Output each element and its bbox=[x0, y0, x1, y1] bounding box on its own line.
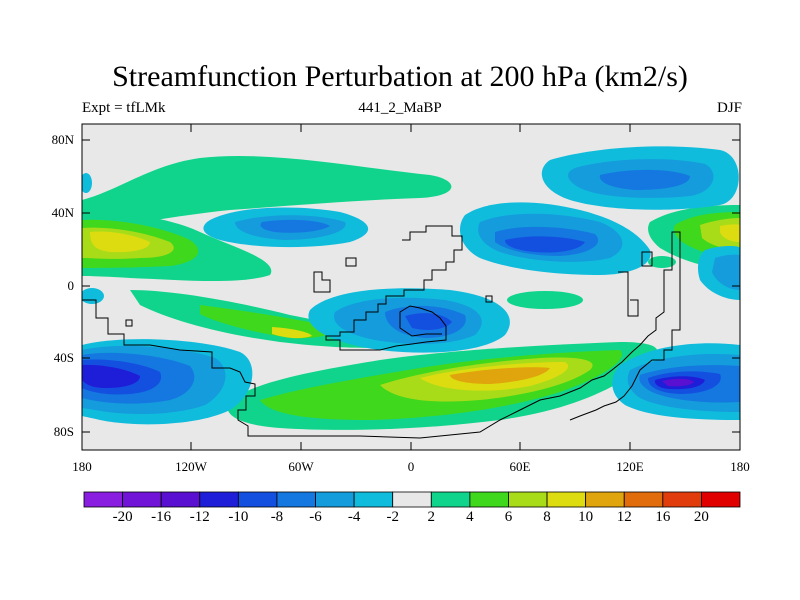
contour-positive-subtropic-west-6 bbox=[200, 305, 333, 339]
contour-negative-southwest-12 bbox=[82, 364, 140, 388]
contour-negative-west-edge bbox=[82, 173, 92, 193]
lon-label-120e: 120E bbox=[616, 459, 644, 474]
colorbar-label: 16 bbox=[655, 509, 671, 525]
colorbar-label: 12 bbox=[616, 509, 632, 525]
coastlines bbox=[82, 225, 681, 439]
colorbar-swatch bbox=[585, 491, 625, 508]
experiment-label: Expt = tfLMk bbox=[82, 100, 166, 116]
colorbar-label: 20 bbox=[693, 509, 709, 525]
coast-americas bbox=[82, 231, 681, 439]
colorbar-label: -12 bbox=[189, 509, 210, 525]
lon-label-60w: 60W bbox=[288, 459, 314, 474]
colorbar-swatch bbox=[623, 491, 664, 508]
contour-negative-atlantic-10 bbox=[405, 313, 452, 330]
lon-label-0: 0 bbox=[407, 459, 415, 474]
colorbar-label: 4 bbox=[466, 509, 474, 525]
contour-positive-small-3 bbox=[648, 256, 676, 268]
coast-asia-islands bbox=[125, 251, 653, 327]
contour-positive-south-band-12 bbox=[450, 367, 550, 384]
colorbar-label: -8 bbox=[270, 509, 284, 525]
colorbar-label: 8 bbox=[543, 509, 551, 525]
colorbar-swatch bbox=[662, 491, 702, 508]
colorbar-swatch bbox=[508, 491, 548, 508]
colorbar-swatch bbox=[469, 491, 509, 508]
lat-label-40n: 40N bbox=[51, 205, 74, 220]
contour-negative-southeast-16 bbox=[662, 378, 694, 387]
colorbar-swatch bbox=[199, 491, 239, 508]
contour-positive-north-band bbox=[82, 155, 452, 230]
colorbar-label: -6 bbox=[309, 509, 322, 525]
lat-label-eq: 0 bbox=[67, 278, 75, 293]
colorbar-swatch bbox=[276, 491, 316, 508]
lon-label-180w: 180 bbox=[72, 459, 92, 474]
colorbar-label: -2 bbox=[386, 509, 399, 525]
coast-africa bbox=[313, 225, 463, 351]
contour-field bbox=[82, 146, 740, 430]
colorbar-swatch bbox=[392, 491, 432, 508]
colorbar-label: 6 bbox=[504, 509, 513, 525]
colorbar-swatch bbox=[315, 491, 355, 508]
colorbar-swatch bbox=[83, 491, 123, 508]
colorbar-label: 10 bbox=[578, 509, 594, 525]
case-label: 441_2_MaBP bbox=[358, 100, 442, 116]
contour-positive-west-lobe-10 bbox=[90, 231, 150, 253]
season-label: DJF bbox=[716, 100, 742, 116]
colorbar-label: -10 bbox=[228, 509, 249, 525]
colorbar-swatch bbox=[237, 491, 278, 508]
lon-label-60e: 60E bbox=[509, 459, 531, 474]
contour-negative-east-edge-6 bbox=[712, 254, 740, 290]
lat-label-80n: 80N bbox=[51, 132, 74, 147]
contour-negative-north-central-8 bbox=[260, 219, 330, 233]
colorbar-swatch bbox=[430, 491, 471, 508]
contour-negative-west-edge-2 bbox=[82, 288, 104, 304]
colorbar-label: -20 bbox=[112, 509, 133, 525]
colorbar-label: 2 bbox=[427, 509, 436, 525]
contour-negative-northeast-8 bbox=[599, 169, 690, 190]
colorbar-swatch bbox=[122, 491, 162, 508]
axis-ticks bbox=[82, 124, 740, 450]
lon-label-180e: 180 bbox=[730, 459, 750, 474]
contour-positive-small-2 bbox=[507, 291, 583, 309]
colorbar bbox=[83, 491, 741, 508]
colorbar-swatch bbox=[701, 491, 741, 508]
lat-label-80s: 80S bbox=[53, 424, 74, 439]
contour-negative-asia-10 bbox=[505, 236, 585, 253]
colorbar-label: -4 bbox=[347, 509, 361, 525]
contour-positive-subtropic-west-8 bbox=[272, 327, 312, 339]
lon-label-120w: 120W bbox=[175, 459, 207, 474]
colorbar-swatch bbox=[546, 491, 587, 508]
lat-label-40s: 40S bbox=[53, 350, 74, 365]
colorbar-label: -16 bbox=[151, 509, 172, 525]
colorbar-swatch bbox=[353, 491, 394, 508]
contour-positive-east-lobe-10 bbox=[720, 224, 740, 242]
colorbar-swatch bbox=[160, 491, 201, 508]
plot-title: Streamfunction Perturbation at 200 hPa (… bbox=[112, 60, 688, 93]
